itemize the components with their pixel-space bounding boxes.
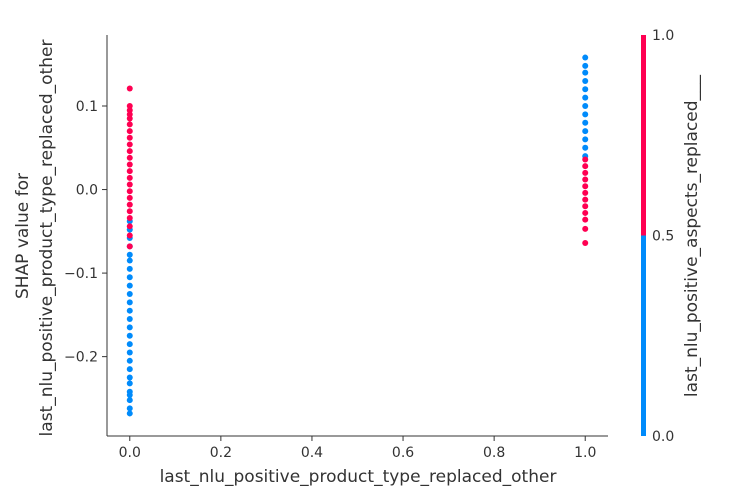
data-point	[126, 274, 133, 281]
data-point	[582, 176, 589, 183]
y-tick-label: −0.2	[64, 350, 98, 366]
x-axis-label: last_nlu_positive_product_type_replaced_…	[160, 467, 557, 487]
data-point	[126, 349, 133, 356]
data-point	[126, 380, 133, 387]
data-point	[582, 103, 589, 110]
data-point	[126, 188, 133, 195]
data-point	[126, 161, 133, 168]
x-tick-label: 0.6	[392, 445, 414, 461]
x-tick-label: 0.0	[119, 445, 141, 461]
data-point	[126, 307, 133, 314]
data-point	[126, 324, 133, 331]
data-point	[582, 216, 589, 223]
data-point	[126, 405, 133, 412]
data-point	[582, 62, 589, 69]
data-point	[582, 196, 589, 203]
data-point	[582, 189, 589, 196]
data-point	[582, 156, 589, 163]
scatter-points	[126, 54, 589, 417]
data-point	[582, 163, 589, 170]
colorbar-label: last_nlu_positive_aspects_replaced___	[682, 74, 702, 397]
data-point	[582, 77, 589, 84]
data-point	[126, 251, 133, 258]
data-point	[582, 128, 589, 135]
data-point	[126, 282, 133, 289]
data-point	[126, 388, 133, 395]
data-point	[126, 201, 133, 208]
data-point	[582, 86, 589, 93]
y-axis-label-line1: SHAP value for	[13, 173, 33, 299]
x-axis-ticks: 0.0 0.2 0.4 0.6 0.8 1.0	[119, 436, 596, 461]
data-point	[126, 366, 133, 373]
data-point	[126, 134, 133, 141]
data-point	[582, 94, 589, 101]
data-point	[582, 54, 589, 61]
data-point	[126, 111, 133, 118]
data-point	[126, 257, 133, 264]
data-point	[126, 148, 133, 155]
data-point	[126, 243, 133, 250]
data-point	[126, 85, 133, 92]
data-point	[582, 119, 589, 126]
colorbar-tick-label: 0.5	[652, 229, 674, 245]
x-tick-label: 0.4	[301, 445, 323, 461]
data-point	[582, 225, 589, 232]
data-point	[126, 341, 133, 348]
data-point	[126, 397, 133, 404]
data-point	[126, 115, 133, 122]
y-axis-ticks: 0.1 0.0 −0.1 −0.2	[64, 99, 107, 366]
colorbar-tick-label: 0.0	[652, 429, 674, 445]
data-point	[126, 290, 133, 297]
colorbar	[641, 35, 646, 436]
y-axis-label-line2: last_nlu_positive_product_type_replaced_…	[37, 40, 57, 437]
data-point	[582, 144, 589, 151]
data-point	[126, 181, 133, 188]
data-point	[126, 374, 133, 381]
data-point	[126, 357, 133, 364]
data-point	[126, 208, 133, 215]
data-point	[582, 240, 589, 247]
data-point	[126, 214, 133, 221]
y-tick-label: 0.0	[76, 183, 98, 199]
data-point	[126, 107, 133, 114]
data-point	[126, 316, 133, 323]
data-point	[126, 141, 133, 148]
y-tick-label: 0.1	[76, 99, 98, 115]
data-point	[126, 265, 133, 272]
data-point	[126, 223, 133, 230]
colorbar-ticks: 1.0 0.5 0.0	[652, 28, 674, 445]
x-tick-label: 0.2	[210, 445, 232, 461]
data-point	[582, 111, 589, 118]
data-point	[126, 194, 133, 201]
data-point	[582, 203, 589, 210]
data-point	[582, 209, 589, 216]
data-point	[126, 103, 133, 110]
x-tick-label: 1.0	[574, 445, 596, 461]
y-tick-label: −0.1	[64, 266, 98, 282]
data-point	[126, 174, 133, 181]
data-point	[126, 332, 133, 339]
data-point	[582, 136, 589, 143]
data-point	[582, 169, 589, 176]
data-point	[126, 410, 133, 417]
data-point	[126, 232, 133, 239]
data-point	[582, 69, 589, 76]
data-point	[126, 154, 133, 161]
data-point	[582, 183, 589, 190]
data-point	[126, 121, 133, 128]
data-point	[126, 128, 133, 135]
data-point	[126, 299, 133, 306]
data-point	[126, 168, 133, 175]
colorbar-tick-label: 1.0	[652, 28, 674, 44]
x-tick-label: 0.8	[483, 445, 505, 461]
